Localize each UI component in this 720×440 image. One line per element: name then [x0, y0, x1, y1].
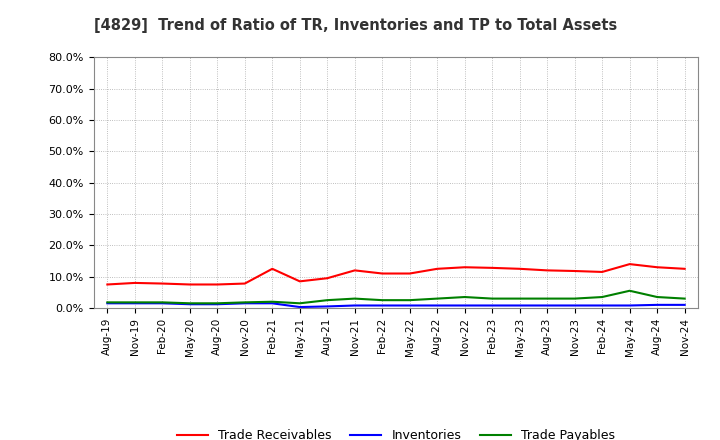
- Inventories: [680, 302, 689, 308]
- Trade Receivables: [378, 271, 387, 276]
- Trade Payables: [186, 301, 194, 306]
- Inventories: [186, 301, 194, 307]
- Inventories: [378, 303, 387, 308]
- Inventories: [268, 301, 276, 306]
- Trade Payables: [460, 294, 469, 300]
- Trade Payables: [598, 294, 606, 300]
- Line: Trade Payables: Trade Payables: [107, 291, 685, 303]
- Trade Receivables: [543, 268, 552, 273]
- Trade Payables: [323, 297, 332, 303]
- Inventories: [158, 301, 166, 306]
- Inventories: [626, 303, 634, 308]
- Inventories: [570, 303, 579, 308]
- Trade Receivables: [626, 261, 634, 267]
- Trade Receivables: [680, 266, 689, 271]
- Trade Receivables: [570, 268, 579, 274]
- Trade Payables: [680, 296, 689, 301]
- Trade Receivables: [488, 265, 497, 271]
- Trade Payables: [130, 300, 139, 305]
- Trade Payables: [405, 297, 414, 303]
- Trade Payables: [653, 294, 662, 300]
- Inventories: [460, 303, 469, 308]
- Inventories: [130, 301, 139, 306]
- Trade Payables: [268, 299, 276, 304]
- Trade Receivables: [213, 282, 222, 287]
- Trade Receivables: [158, 281, 166, 286]
- Line: Trade Receivables: Trade Receivables: [107, 264, 685, 285]
- Trade Receivables: [295, 279, 304, 284]
- Trade Payables: [433, 296, 441, 301]
- Trade Payables: [488, 296, 497, 301]
- Trade Payables: [213, 301, 222, 306]
- Trade Payables: [543, 296, 552, 301]
- Trade Payables: [240, 300, 249, 305]
- Inventories: [295, 304, 304, 310]
- Trade Receivables: [130, 280, 139, 286]
- Trade Payables: [295, 301, 304, 306]
- Trade Receivables: [240, 281, 249, 286]
- Inventories: [433, 303, 441, 308]
- Text: [4829]  Trend of Ratio of TR, Inventories and TP to Total Assets: [4829] Trend of Ratio of TR, Inventories…: [94, 18, 617, 33]
- Trade Receivables: [433, 266, 441, 271]
- Trade Receivables: [405, 271, 414, 276]
- Inventories: [213, 301, 222, 307]
- Trade Receivables: [186, 282, 194, 287]
- Trade Receivables: [653, 264, 662, 270]
- Trade Receivables: [460, 264, 469, 270]
- Trade Payables: [516, 296, 524, 301]
- Line: Inventories: Inventories: [107, 303, 685, 307]
- Inventories: [543, 303, 552, 308]
- Inventories: [488, 303, 497, 308]
- Inventories: [598, 303, 606, 308]
- Trade Payables: [103, 300, 112, 305]
- Trade Receivables: [516, 266, 524, 271]
- Trade Payables: [158, 300, 166, 305]
- Inventories: [240, 301, 249, 306]
- Inventories: [653, 302, 662, 308]
- Trade Payables: [378, 297, 387, 303]
- Trade Receivables: [323, 275, 332, 281]
- Inventories: [516, 303, 524, 308]
- Inventories: [323, 304, 332, 309]
- Inventories: [103, 301, 112, 306]
- Legend: Trade Receivables, Inventories, Trade Payables: Trade Receivables, Inventories, Trade Pa…: [171, 424, 621, 440]
- Inventories: [351, 303, 359, 308]
- Trade Receivables: [103, 282, 112, 287]
- Trade Payables: [351, 296, 359, 301]
- Trade Receivables: [598, 269, 606, 275]
- Trade Receivables: [268, 266, 276, 271]
- Trade Payables: [626, 288, 634, 293]
- Trade Receivables: [351, 268, 359, 273]
- Inventories: [405, 303, 414, 308]
- Trade Payables: [570, 296, 579, 301]
